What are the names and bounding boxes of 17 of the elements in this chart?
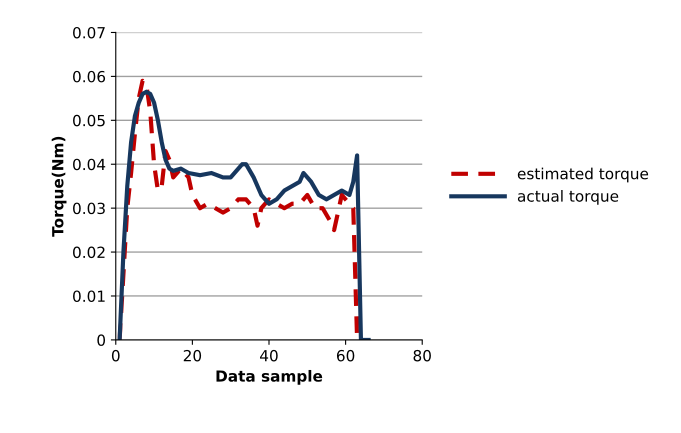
y-tick-label: 0.02 [73,246,105,258]
x-axis-title: Data sample [216,370,322,385]
x-tick-label: 40 [260,350,278,362]
y-axis-title: Torque(Nm) [52,136,66,237]
y-tick-label: 0.04 [73,158,106,170]
legend-label: actual torque [518,190,618,205]
x-tick-label: 0 [112,350,120,362]
x-tick-label: 20 [184,350,202,362]
y-tick-label: 0.07 [73,26,105,38]
y-tick-label: 0 [97,334,106,346]
y-tick-label: 0.05 [73,114,105,126]
x-tick-label: 80 [414,350,431,362]
y-tick-label: 0.03 [73,202,105,214]
x-tick-label: 60 [336,350,354,362]
y-tick-label: 0.06 [73,70,106,82]
y-tick-label: 0.01 [73,290,105,302]
legend-label: estimated torque [518,168,648,182]
